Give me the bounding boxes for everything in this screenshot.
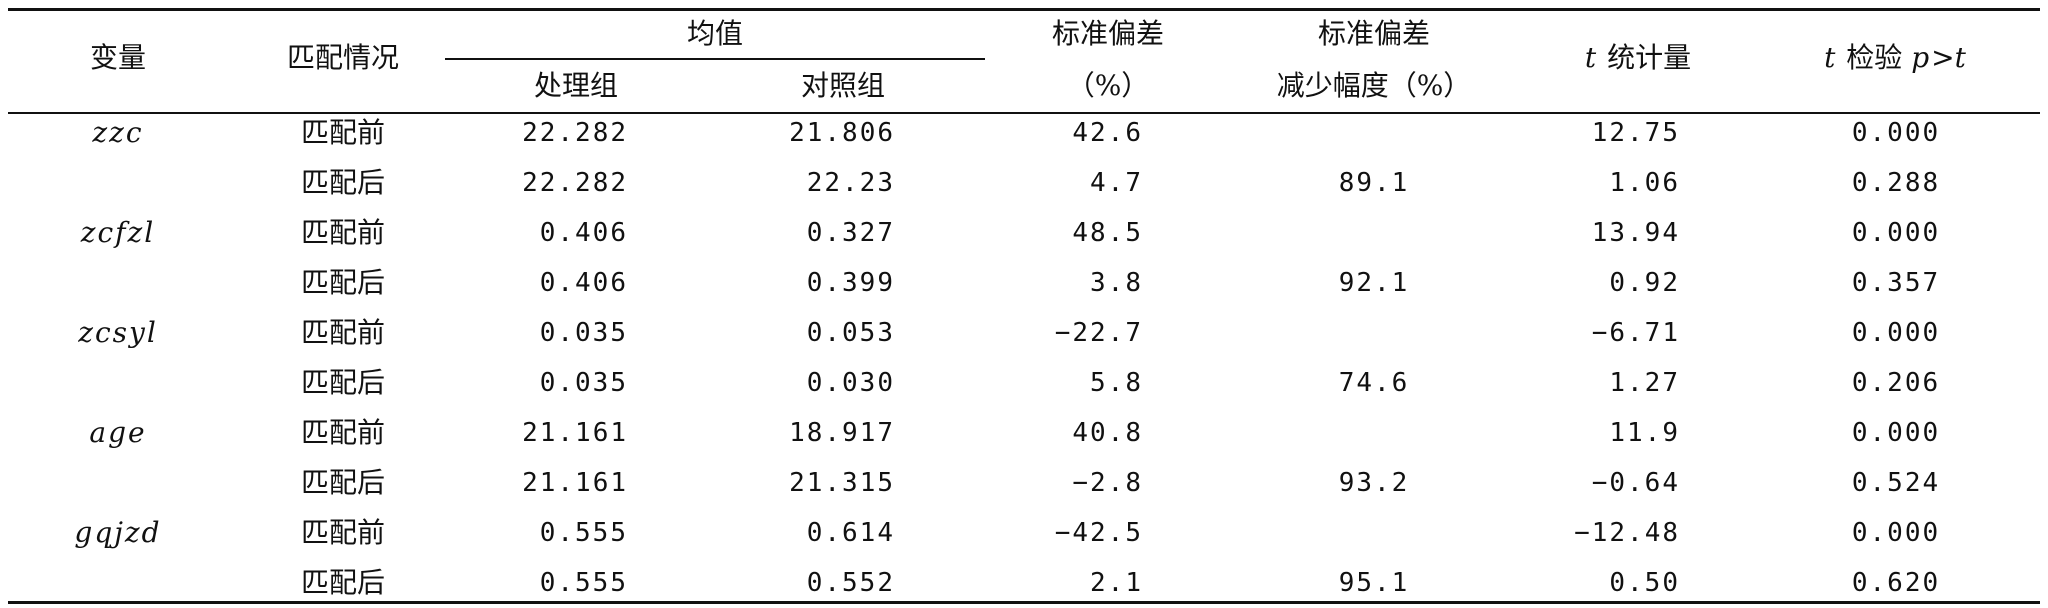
cell-std-bias: 48.5 — [1072, 218, 1143, 248]
cell-t-statistic: −12.48 — [1574, 518, 1680, 548]
cell-std-bias: 4.7 — [1090, 168, 1143, 198]
cell-p-value: 0.288 — [1851, 168, 1941, 198]
bottom-rule — [8, 601, 2040, 604]
header-treatment: 处理组 — [533, 69, 619, 102]
cell-bias-reduction: 74.6 — [1338, 368, 1410, 398]
cell-bias-reduction: 93.2 — [1338, 468, 1410, 498]
header-t-test-p: t 检验 p>t — [1824, 41, 1968, 74]
cell-matching: 匹配前 — [300, 116, 386, 149]
cell-t-statistic: −0.64 — [1591, 468, 1680, 498]
cell-t-statistic: 12.75 — [1591, 118, 1680, 148]
header-control: 对照组 — [800, 69, 886, 102]
cell-control-mean: 0.053 — [806, 318, 895, 348]
cell-control-mean: 21.806 — [789, 118, 895, 148]
cell-std-bias: 40.8 — [1072, 418, 1143, 448]
cell-control-mean: 0.552 — [806, 568, 895, 598]
cell-control-mean: 0.030 — [806, 368, 895, 398]
header-std-bias: 标准偏差 — [1051, 17, 1165, 50]
cell-treatment-mean: 21.161 — [522, 418, 628, 448]
header-bias-reduction: 标准偏差 — [1317, 17, 1431, 50]
cell-treatment-mean: 0.035 — [539, 318, 628, 348]
cell-p-value: 0.206 — [1851, 368, 1941, 398]
cell-treatment-mean: 0.035 — [539, 368, 628, 398]
cell-matching: 匹配后 — [300, 266, 386, 299]
top-rule — [8, 8, 2040, 11]
cell-p-value: 0.000 — [1851, 318, 1941, 348]
cell-t-statistic: 0.50 — [1609, 568, 1680, 598]
cell-t-statistic: 11.9 — [1609, 418, 1680, 448]
cell-bias-reduction: 95.1 — [1338, 568, 1410, 598]
cell-control-mean: 18.917 — [789, 418, 895, 448]
cell-variable: age — [89, 416, 147, 449]
cell-p-value: 0.000 — [1851, 518, 1941, 548]
header-rule — [8, 112, 2040, 114]
cell-control-mean: 0.327 — [806, 218, 895, 248]
cell-std-bias: −22.7 — [1054, 318, 1143, 348]
cell-t-statistic: 13.94 — [1591, 218, 1680, 248]
header-t-statistic: t 统计量 — [1584, 41, 1692, 74]
header-std-bias-unit: （%） — [1066, 69, 1150, 102]
cell-p-value: 0.000 — [1851, 218, 1941, 248]
cell-matching: 匹配后 — [300, 166, 386, 199]
cell-treatment-mean: 0.406 — [539, 268, 628, 298]
header-matching: 匹配情况 — [286, 41, 400, 74]
cell-treatment-mean: 0.406 — [539, 218, 628, 248]
cell-matching: 匹配后 — [300, 466, 386, 499]
cell-variable: zcsyl — [78, 316, 158, 349]
cell-variable: zcfzl — [80, 216, 156, 249]
cell-p-value: 0.000 — [1851, 118, 1941, 148]
cell-bias-reduction: 89.1 — [1338, 168, 1410, 198]
cell-std-bias: 5.8 — [1090, 368, 1143, 398]
cell-p-value: 0.620 — [1851, 568, 1941, 598]
cell-bias-reduction: 92.1 — [1338, 268, 1410, 298]
cell-control-mean: 0.614 — [806, 518, 895, 548]
cell-t-statistic: 1.06 — [1609, 168, 1680, 198]
cell-treatment-mean: 0.555 — [539, 518, 628, 548]
cell-t-statistic: 0.92 — [1609, 268, 1680, 298]
cell-treatment-mean: 22.282 — [522, 118, 628, 148]
cell-treatment-mean: 22.282 — [522, 168, 628, 198]
cell-control-mean: 0.399 — [806, 268, 895, 298]
cell-t-statistic: 1.27 — [1609, 368, 1680, 398]
header-mean: 均值 — [686, 17, 744, 50]
cell-std-bias: −42.5 — [1054, 518, 1143, 548]
cell-matching: 匹配前 — [300, 416, 386, 449]
cell-treatment-mean: 0.555 — [539, 568, 628, 598]
cell-variable: gqjzd — [74, 516, 162, 549]
header-bias-reduction-unit: 减少幅度（%） — [1276, 69, 1472, 102]
cell-variable: zzc — [92, 116, 144, 149]
cell-matching: 匹配前 — [300, 516, 386, 549]
header-variable: 变量 — [89, 41, 147, 74]
mean-subheader-rule — [445, 58, 985, 60]
cell-t-statistic: −6.71 — [1591, 318, 1680, 348]
cell-p-value: 0.000 — [1851, 418, 1941, 448]
cell-control-mean: 22.23 — [806, 168, 895, 198]
cell-std-bias: 2.1 — [1090, 568, 1143, 598]
cell-p-value: 0.524 — [1851, 468, 1941, 498]
cell-p-value: 0.357 — [1851, 268, 1941, 298]
cell-control-mean: 21.315 — [789, 468, 895, 498]
cell-matching: 匹配后 — [300, 566, 386, 599]
cell-matching: 匹配前 — [300, 216, 386, 249]
cell-std-bias: −2.8 — [1072, 468, 1143, 498]
psm-balance-table: 变量 匹配情况 均值 处理组 对照组 标准偏差 （%） 标准偏差 减少幅度（%）… — [8, 8, 2040, 604]
cell-treatment-mean: 21.161 — [522, 468, 628, 498]
cell-matching: 匹配前 — [300, 316, 386, 349]
cell-std-bias: 42.6 — [1072, 118, 1143, 148]
cell-matching: 匹配后 — [300, 366, 386, 399]
cell-std-bias: 3.8 — [1090, 268, 1143, 298]
